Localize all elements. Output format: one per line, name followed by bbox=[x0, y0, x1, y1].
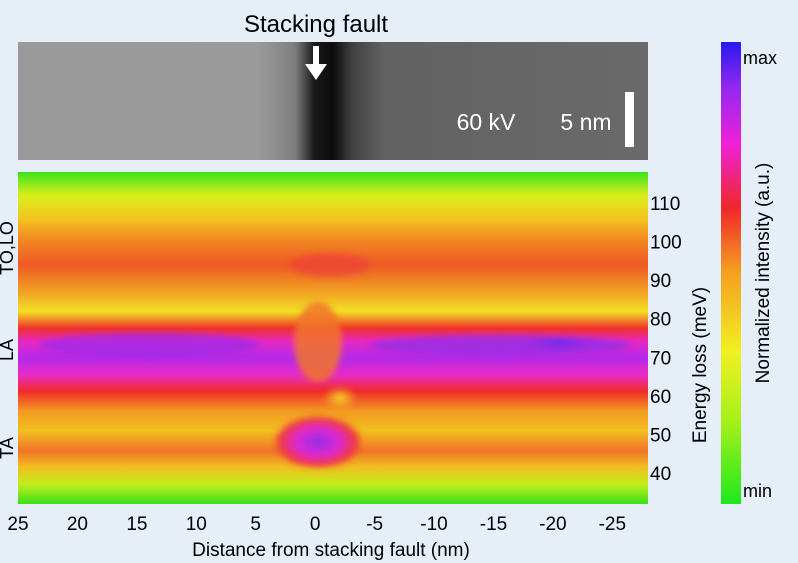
x-tick-label: -5 bbox=[366, 514, 383, 535]
x-tick-label: 0 bbox=[310, 514, 321, 535]
y-tick-label: 90 bbox=[650, 271, 671, 292]
mode-labels: TO,LO LA TA bbox=[0, 221, 17, 459]
mode-label-ta: TA bbox=[0, 437, 17, 459]
mode-label-to-lo: TO,LO bbox=[0, 221, 17, 275]
y-tick-label: 40 bbox=[650, 464, 671, 485]
heatmap bbox=[18, 172, 648, 504]
x-axis-ticks: 25 20 15 10 5 0 -5 -10 -15 -20 -25 bbox=[7, 514, 626, 535]
colorbar-label: Normalized intensity (a.u.) bbox=[753, 163, 774, 384]
x-tick-label: 25 bbox=[7, 514, 28, 535]
colorbar-min-label: min bbox=[743, 481, 772, 501]
colorbar-max-label: max bbox=[743, 48, 777, 68]
x-tick-label: 5 bbox=[250, 514, 261, 535]
x-tick-label: -25 bbox=[599, 514, 626, 535]
tem-title: Stacking fault bbox=[244, 11, 388, 38]
scalebar-label: 5 nm bbox=[560, 109, 611, 135]
voltage-label: 60 kV bbox=[457, 109, 516, 135]
y-tick-label: 110 bbox=[650, 194, 680, 215]
mode-label-la: LA bbox=[0, 339, 17, 361]
y-tick-label: 60 bbox=[650, 387, 671, 408]
y-axis-label: Energy loss (meV) bbox=[690, 287, 711, 443]
colorbar bbox=[721, 42, 741, 504]
tem-image bbox=[18, 42, 648, 160]
scalebar bbox=[625, 92, 634, 147]
x-tick-label: 15 bbox=[126, 514, 147, 535]
x-tick-label: -10 bbox=[420, 514, 447, 535]
y-tick-label: 50 bbox=[650, 426, 671, 447]
y-tick-label: 80 bbox=[650, 310, 671, 331]
x-tick-label: 20 bbox=[67, 514, 88, 535]
y-tick-label: 100 bbox=[650, 233, 682, 254]
y-axis-ticks: 40 50 60 70 80 90 100 110 bbox=[650, 194, 682, 485]
x-axis-label: Distance from stacking fault (nm) bbox=[192, 540, 470, 561]
y-tick-label: 70 bbox=[650, 348, 671, 369]
x-tick-label: -20 bbox=[539, 514, 566, 535]
x-tick-label: 10 bbox=[186, 514, 207, 535]
stacking-fault-arrow-icon bbox=[305, 46, 327, 80]
x-tick-label: -15 bbox=[480, 514, 507, 535]
